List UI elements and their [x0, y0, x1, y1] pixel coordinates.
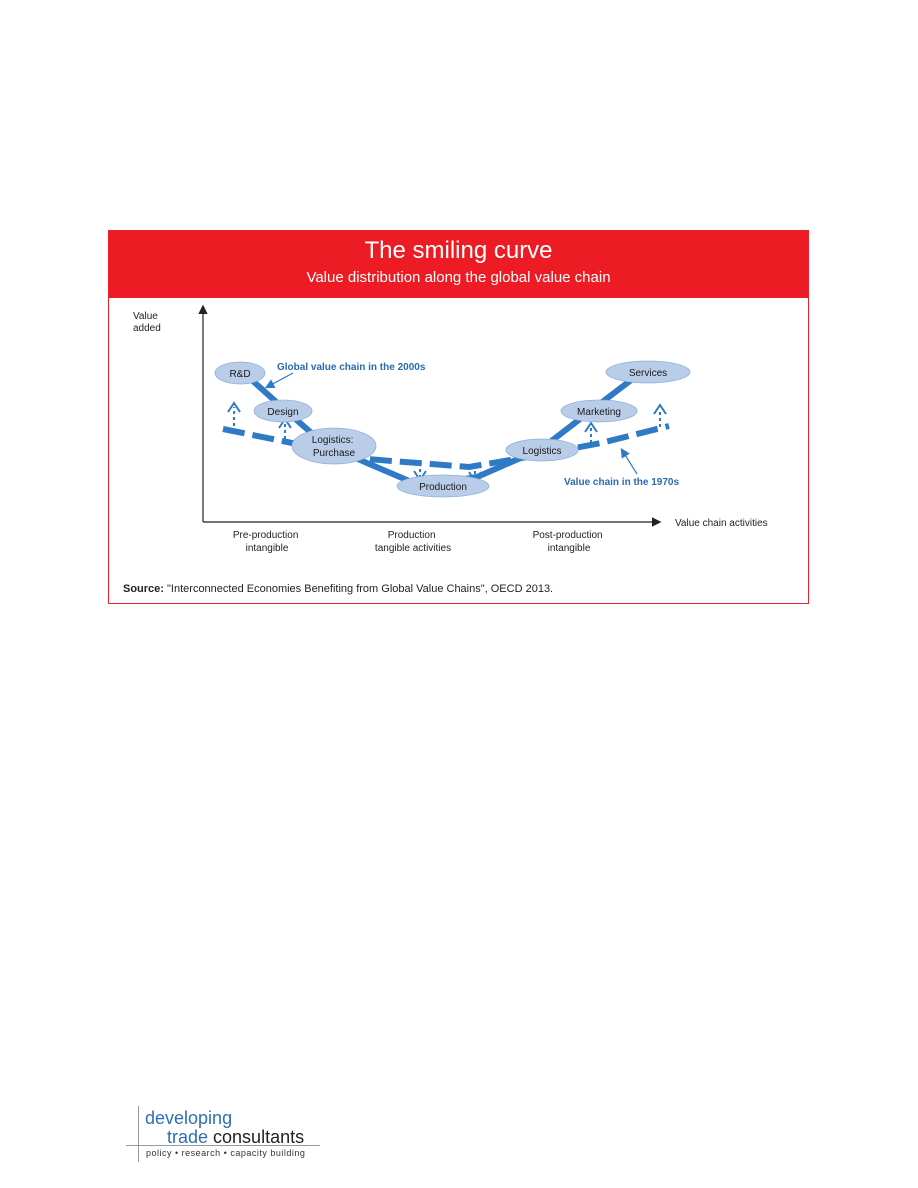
logo-word-consultants: consultants	[208, 1127, 305, 1147]
annotation-vc-1970s-pointer	[620, 447, 638, 475]
figure-subtitle: Value distribution along the global valu…	[306, 269, 611, 286]
svg-text:Services: Services	[629, 368, 667, 379]
source-note: Source: "Interconnected Economies Benefi…	[123, 583, 553, 595]
logo-tagline: policy • research • capacity building	[146, 1148, 306, 1158]
figure-banner: The smiling curve Value distribution alo…	[109, 231, 808, 298]
svg-text:Logistics: Purchase: Logistics: Purchase	[312, 435, 356, 459]
smiling-curve-diagram: Value added Value chain activities Pre-p…	[133, 304, 768, 554]
y-axis-label: Value added	[133, 311, 161, 334]
stage-production: Production tangible activities	[375, 530, 451, 554]
stage-post-production: Post-production intangible	[533, 530, 606, 554]
company-logo: developing trade consultants policy • re…	[126, 1106, 326, 1162]
logo-horizontal-rule	[126, 1145, 320, 1146]
logo-word-trade: trade	[167, 1127, 209, 1147]
arrow-up-icon	[227, 401, 241, 413]
gvc-2000s-curve	[241, 368, 646, 489]
svg-text:Production: Production	[419, 482, 467, 493]
node-logistics-purchase: Logistics: Purchase	[291, 427, 377, 465]
annotation-gvc-2000s-pointer	[264, 372, 294, 389]
smiling-curve-figure: The smiling curve Value distribution alo…	[108, 230, 809, 604]
logo-word-trade-consultants: trade consultants	[167, 1127, 304, 1147]
svg-text:Marketing: Marketing	[577, 407, 621, 418]
x-axis-label: Value chain activities	[675, 518, 768, 529]
arrow-up-icon	[584, 421, 598, 433]
node-services: Services	[605, 360, 691, 384]
svg-text:Logistics: Logistics	[523, 446, 562, 457]
annotation-vc-1970s: Value chain in the 1970s	[564, 477, 679, 488]
source-text: "Interconnected Economies Benefiting fro…	[163, 583, 554, 595]
logo-word-developing: developing	[145, 1108, 233, 1128]
node-rd: R&D	[214, 361, 266, 385]
arrow-up-icon	[653, 403, 667, 415]
node-logistics: Logistics	[505, 438, 579, 462]
node-marketing: Marketing	[560, 399, 638, 423]
node-design: Design	[253, 399, 313, 423]
svg-text:Design: Design	[267, 407, 298, 418]
source-label: Source:	[123, 583, 164, 595]
value-chain-1970s-curve	[222, 423, 670, 471]
figure-title: The smiling curve	[364, 237, 553, 264]
svg-text:R&D: R&D	[229, 369, 250, 380]
node-production: Production	[396, 474, 490, 498]
annotation-gvc-2000s: Global value chain in the 2000s	[277, 362, 426, 373]
logo-vertical-rule	[138, 1106, 139, 1162]
stage-pre-production: Pre-production intangible	[233, 530, 301, 554]
